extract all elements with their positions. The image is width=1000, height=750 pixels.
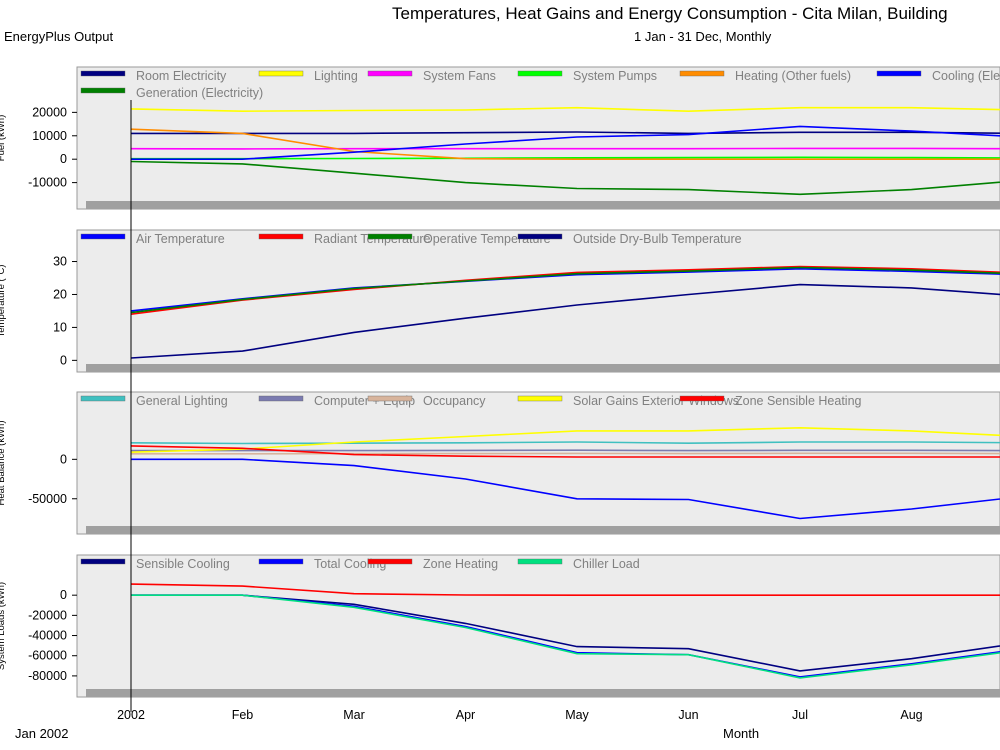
- series-line-zone-heating: [130, 583, 1000, 597]
- series-line-chiller-load: [131, 594, 1000, 679]
- legend-label-system-fans: System Fans: [423, 69, 496, 83]
- y-tick-label: 0: [60, 588, 67, 602]
- legend-swatch-room-electricity: [80, 70, 126, 77]
- legend-swatch-occupancy: [367, 395, 413, 402]
- legend-swatch-zone-heating: [367, 558, 413, 565]
- x-tick-label-may: May: [565, 708, 589, 722]
- legend-label-chiller-load: Chiller Load: [573, 557, 640, 571]
- legend-label-general-lighting: General Lighting: [136, 394, 228, 408]
- y-axis-label: System Loads (kWh): [0, 582, 7, 670]
- legend-label-outside-dry-bulb-temperature: Outside Dry-Bulb Temperature: [573, 232, 742, 246]
- y-tick-label: -40000: [28, 629, 67, 643]
- panel-background: [76, 554, 1000, 698]
- legend-swatch-system-fans: [367, 70, 413, 77]
- series-line-zone-sensible-cooling: [131, 458, 1000, 520]
- legend-swatch-heating-other-fuels: [679, 70, 725, 77]
- legend-label-system-pumps: System Pumps: [573, 69, 657, 83]
- legend-label-zone-heating: Zone Heating: [423, 557, 498, 571]
- y-tick-label: -50000: [28, 492, 67, 506]
- y-tick-label: 0: [60, 452, 67, 466]
- series-line-general-lighting: [130, 441, 1000, 445]
- panel-bottom-bar: [86, 201, 1000, 209]
- legend-swatch-solar-gains-exterior-windows: [517, 395, 563, 402]
- series-line-room-electricity: [131, 131, 1000, 135]
- legend-label-cooling-electricity: Cooling (Electricity): [932, 69, 1000, 83]
- y-tick-label: -20000: [28, 608, 67, 622]
- legend-swatch-cooling-electricity: [876, 70, 922, 77]
- series-line-solar-gains-exterior-windows: [130, 426, 1000, 453]
- y-tick-label: 20000: [32, 105, 67, 119]
- legend-swatch-radiant-temperature: [258, 233, 304, 240]
- legend-swatch-sensible-cooling: [80, 558, 126, 565]
- x-tick-label-aug: Aug: [900, 708, 922, 722]
- legend-label-lighting: Lighting: [314, 69, 358, 83]
- x-axis-label: Month: [723, 726, 760, 741]
- series-line-system-fans: [130, 147, 1000, 150]
- series-line-zone-sensible-heating: [130, 445, 1000, 458]
- legend-label-air-temperature: Air Temperature: [136, 232, 225, 246]
- series-line-operative-temperature: [130, 266, 1000, 314]
- chart-panel-3: 0 -50000 Heat Balance (kWh) General Lightin…: [0, 391, 1000, 535]
- legend-swatch-total-cooling: [258, 558, 304, 565]
- series-line-generation-electricity: [130, 160, 1000, 196]
- legend-swatch-general-lighting: [80, 395, 126, 402]
- x-tick-label-feb: Feb: [232, 708, 254, 722]
- date-label: Jan 2002: [15, 726, 69, 741]
- y-tick-label: 10: [53, 320, 67, 334]
- x-tick-label-apr: Apr: [456, 708, 475, 722]
- legend-swatch-operative-temperature: [367, 233, 413, 240]
- series-line-cooling-electricity: [131, 125, 1000, 160]
- series-line-outside-dry-bulb-temperature: [130, 283, 1000, 359]
- legend-swatch-outside-dry-bulb-temperature: [517, 233, 563, 240]
- x-tick-label-mar: Mar: [343, 708, 365, 722]
- y-axis-label: Heat Balance (kWh): [0, 420, 7, 505]
- legend-label-occupancy: Occupancy: [423, 394, 486, 408]
- x-tick-label-2002: 2002: [117, 708, 145, 722]
- series-line-lighting: [130, 106, 1000, 113]
- panel-background: [76, 391, 1000, 535]
- legend-swatch-generation-electricity: [80, 87, 126, 94]
- legend-swatch-system-pumps: [517, 70, 563, 77]
- y-tick-label: -60000: [28, 649, 67, 663]
- series-line-system-pumps: [131, 156, 1000, 160]
- legend-label-generation-electricity: Generation (Electricity): [136, 86, 263, 100]
- chart-panel-4: 0 -20000 -40000 -60000 -80000 System Loads (k…: [0, 554, 1000, 698]
- legend-label-room-electricity: Room Electricity: [136, 69, 227, 83]
- panel-background: [76, 66, 1000, 210]
- y-tick-label: 0: [60, 152, 67, 166]
- legend-swatch-computer-equip: [258, 395, 304, 402]
- series-line-occupancy: [131, 452, 1000, 455]
- legend-label-sensible-cooling: Sensible Cooling: [136, 557, 230, 571]
- legend-label-zone-sensible-heating: Zone Sensible Heating: [735, 394, 862, 408]
- chart-title: Temperatures, Heat Gains and Energy Cons…: [392, 4, 948, 23]
- panel-bottom-bar: [86, 689, 1000, 697]
- chart-subtitle: 1 Jan - 31 Dec, Monthly: [634, 29, 772, 44]
- series-line-heating-other-fuels: [130, 128, 1000, 160]
- y-axis-label: Fuel (kWh): [0, 115, 7, 161]
- y-tick-label: 20: [53, 287, 67, 301]
- y-tick-label: -80000: [28, 669, 67, 683]
- panel-bottom-bar: [86, 526, 1000, 534]
- legend-swatch-lighting: [258, 70, 304, 77]
- panel-bottom-bar: [86, 364, 1000, 372]
- y-tick-label: 30: [53, 255, 67, 269]
- y-tick-label: 0: [60, 353, 67, 367]
- x-tick-label-jul: Jul: [792, 708, 808, 722]
- legend-swatch-zone-sensible-heating: [679, 395, 725, 402]
- chart-panel-1: 20000 10000 0 -10000 Fuel (kWh) Room Electric…: [0, 66, 1000, 210]
- legend-label-heating-other-fuels: Heating (Other fuels): [735, 69, 851, 83]
- legend-swatch-air-temperature: [80, 233, 126, 240]
- output-label: EnergyPlus Output: [4, 29, 114, 44]
- y-tick-label: 10000: [32, 129, 67, 143]
- legend-swatch-chiller-load: [517, 558, 563, 565]
- x-tick-label-jun: Jun: [678, 708, 698, 722]
- y-tick-label: -10000: [28, 176, 67, 190]
- y-axis-label: Temperature (°C): [0, 265, 7, 338]
